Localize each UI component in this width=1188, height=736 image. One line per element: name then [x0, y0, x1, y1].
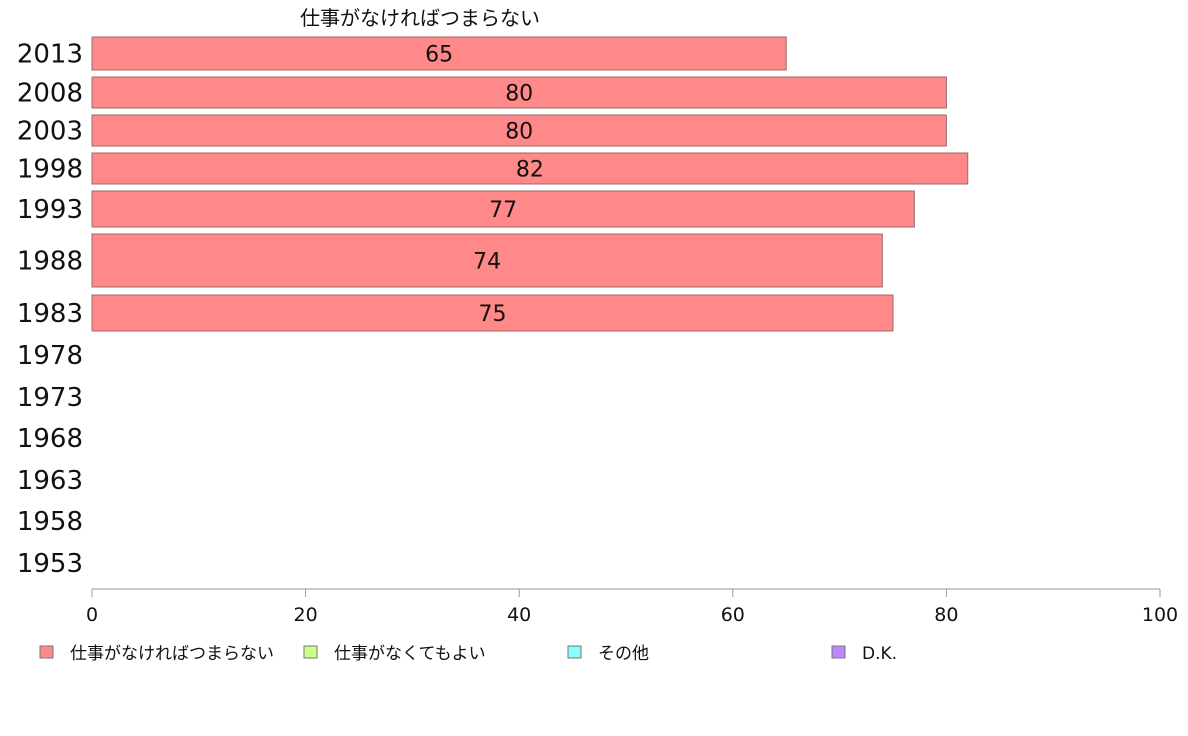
y-tick-label-1973: 1973	[17, 383, 83, 413]
bar-value-label-2003: 80	[505, 120, 533, 145]
y-axis-labels: 2013 2008 2003 1998 1993 1988 1983 1978 1973 1968…	[17, 40, 83, 580]
bar-2003-series-0	[91, 114, 947, 147]
bar-1998-series-0	[91, 152, 969, 185]
bars: 65 80 80 82 77 74 75	[91, 36, 969, 332]
legend-label-1: 仕事がなくてもよい	[334, 644, 486, 664]
y-tick-label-1958: 1958	[17, 507, 83, 537]
chart-title: 仕事がなければつまらない	[300, 6, 540, 30]
x-tick-label-0: 0	[86, 604, 98, 626]
x-tick-label-80: 80	[934, 604, 958, 626]
bar-value-label-1988: 74	[473, 250, 501, 275]
x-tick-label-60: 60	[721, 604, 745, 626]
bar-value-label-1998: 82	[516, 158, 544, 183]
bar-2008-series-0	[91, 76, 947, 109]
bar-1988-series-0	[91, 233, 883, 288]
x-tick-label-40: 40	[507, 604, 531, 626]
y-tick-label-1978: 1978	[17, 341, 83, 371]
legend-swatch-1	[303, 645, 318, 659]
y-tick-label-1953: 1953	[17, 549, 83, 579]
legend-swatch-2	[567, 645, 582, 659]
bar-value-label-2013: 65	[425, 43, 453, 68]
legend-label-3: D.K.	[862, 644, 897, 664]
legend-swatch-0	[39, 645, 54, 659]
y-tick-label-1998: 1998	[17, 155, 83, 185]
y-tick-label-1968: 1968	[17, 424, 83, 454]
bar-1983-series-0	[91, 294, 894, 332]
x-tick-label-20: 20	[294, 604, 318, 626]
legend: 仕事がなければつまらない 仕事がなくてもよい その他 D.K.	[39, 644, 897, 664]
y-tick-label-2013: 2013	[17, 40, 83, 70]
y-tick-label-2008: 2008	[17, 79, 83, 109]
bar-2013-series-0	[91, 36, 787, 71]
x-axis: 0 20 40 60 80 100	[86, 588, 1178, 626]
bar-1993-series-0	[91, 190, 915, 228]
bar-value-label-2008: 80	[505, 82, 533, 107]
legend-label-2: その他	[598, 644, 649, 664]
y-tick-label-2003: 2003	[17, 117, 83, 147]
x-tick-label-100: 100	[1142, 604, 1178, 626]
y-tick-label-1983: 1983	[17, 299, 83, 329]
bar-value-label-1993: 77	[489, 198, 517, 223]
legend-label-0: 仕事がなければつまらない	[70, 644, 274, 664]
y-tick-label-1988: 1988	[17, 247, 83, 277]
y-tick-label-1963: 1963	[17, 466, 83, 496]
y-tick-label-1993: 1993	[17, 195, 83, 225]
legend-swatch-3	[831, 645, 846, 659]
bar-value-label-1983: 75	[479, 302, 507, 327]
